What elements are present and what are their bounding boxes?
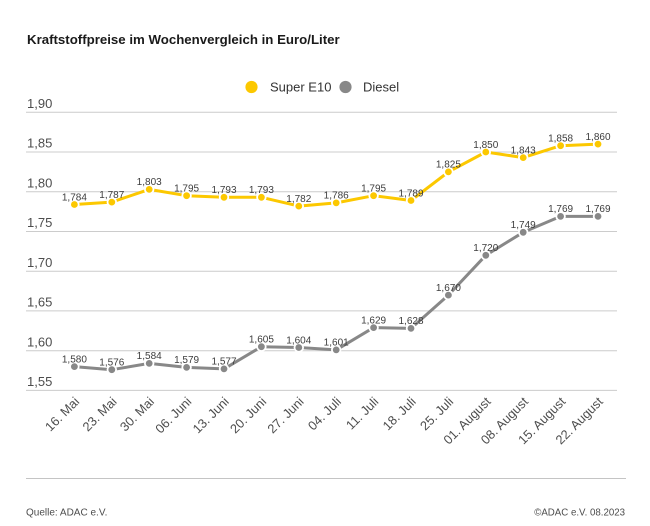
svg-text:1,85: 1,85	[27, 136, 52, 151]
svg-text:1,787: 1,787	[99, 190, 124, 201]
svg-text:1,579: 1,579	[174, 355, 199, 366]
svg-text:1,769: 1,769	[548, 204, 573, 215]
svg-text:1,604: 1,604	[286, 335, 311, 346]
svg-text:1,860: 1,860	[585, 132, 610, 143]
svg-text:Super E10: Super E10	[270, 79, 331, 94]
svg-text:1,80: 1,80	[27, 176, 52, 191]
svg-text:1,850: 1,850	[473, 140, 498, 151]
svg-text:1,584: 1,584	[137, 351, 162, 362]
svg-text:1,793: 1,793	[249, 185, 274, 196]
svg-text:1,601: 1,601	[324, 338, 349, 349]
svg-text:1,858: 1,858	[548, 134, 573, 145]
svg-text:1,720: 1,720	[473, 243, 498, 254]
svg-text:1,795: 1,795	[361, 184, 386, 195]
svg-text:1,749: 1,749	[511, 220, 536, 231]
svg-text:1,70: 1,70	[27, 255, 52, 270]
svg-text:1,55: 1,55	[27, 374, 52, 389]
svg-text:1,789: 1,789	[398, 188, 423, 199]
svg-text:1,65: 1,65	[27, 295, 52, 310]
svg-text:Kraftstoffpreise im Wochenverg: Kraftstoffpreise im Wochenvergleich in E…	[27, 32, 340, 47]
svg-text:1,577: 1,577	[211, 357, 236, 368]
svg-text:1,784: 1,784	[62, 192, 87, 203]
svg-text:1,782: 1,782	[286, 194, 311, 205]
svg-text:1,769: 1,769	[585, 204, 610, 215]
svg-text:1,628: 1,628	[398, 316, 423, 327]
svg-text:©ADAC e.V. 08.2023: ©ADAC e.V. 08.2023	[534, 507, 625, 518]
svg-text:Quelle: ADAC e.V.: Quelle: ADAC e.V.	[26, 507, 107, 518]
svg-text:1,90: 1,90	[27, 96, 52, 111]
svg-text:1,843: 1,843	[511, 145, 536, 156]
svg-text:1,629: 1,629	[361, 315, 386, 326]
svg-text:1,605: 1,605	[249, 335, 274, 346]
svg-text:Diesel: Diesel	[363, 79, 399, 94]
svg-text:1,580: 1,580	[62, 354, 87, 365]
svg-text:1,786: 1,786	[324, 191, 349, 202]
svg-text:1,825: 1,825	[436, 160, 461, 171]
svg-text:1,793: 1,793	[211, 185, 236, 196]
svg-text:1,670: 1,670	[436, 283, 461, 294]
svg-text:1,795: 1,795	[174, 184, 199, 195]
svg-text:1,576: 1,576	[99, 358, 124, 369]
svg-text:1,60: 1,60	[27, 334, 52, 349]
svg-text:1,75: 1,75	[27, 215, 52, 230]
svg-text:1,803: 1,803	[137, 177, 162, 188]
